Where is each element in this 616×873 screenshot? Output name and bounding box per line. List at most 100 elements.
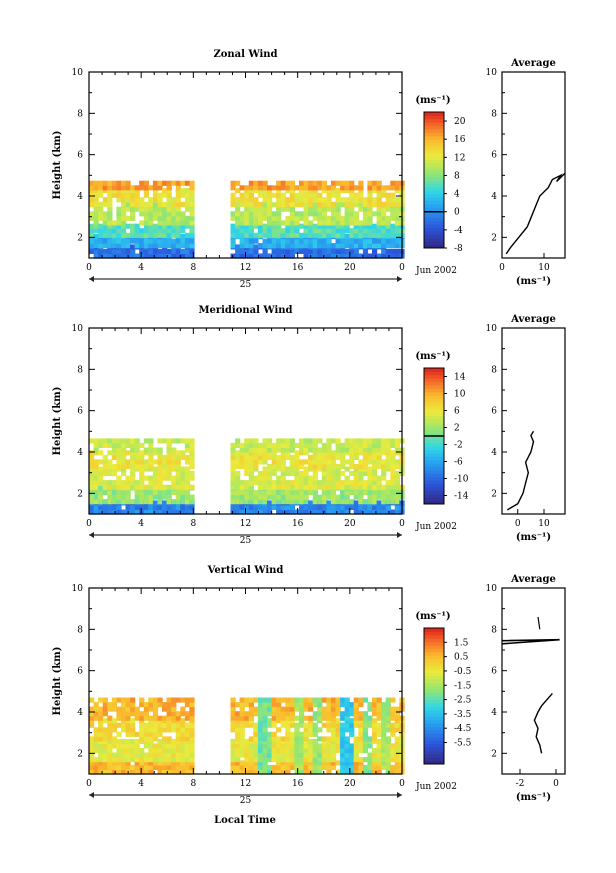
heatmap-cell <box>349 711 355 717</box>
heatmap-cell <box>376 490 382 496</box>
heatmap-cell <box>271 471 277 477</box>
heatmap-cell <box>121 480 127 486</box>
heatmap-cell <box>253 760 259 766</box>
heatmap-cell <box>121 484 127 490</box>
heatmap-cell <box>130 731 136 737</box>
heatmap-cell <box>390 228 396 234</box>
heatmap-cell <box>111 718 117 724</box>
heatmap-cell <box>171 738 177 744</box>
heatmap-cell <box>335 248 341 254</box>
heatmap-cell <box>189 459 195 465</box>
heatmap-cell <box>394 220 400 226</box>
colorbar-swatch <box>424 241 444 246</box>
heatmap-cell <box>152 706 159 712</box>
heatmap-cell <box>166 228 172 234</box>
panel-title: Meridional Wind <box>198 305 292 316</box>
heatmap-cell <box>184 752 191 758</box>
heatmap-cell <box>175 715 181 721</box>
heatmap-cell <box>276 228 282 234</box>
heatmap-cell <box>152 484 159 490</box>
colorbar-swatch <box>424 422 444 427</box>
heatmap-cell <box>139 464 145 470</box>
colorbar-swatch <box>424 224 444 229</box>
heatmap-cell <box>285 494 291 500</box>
heatmap-cell <box>162 211 168 217</box>
heatmap-cell <box>152 711 159 717</box>
profile-y-tick-label: 4 <box>491 708 497 718</box>
heatmap-cell <box>98 243 104 249</box>
heatmap-cell <box>152 504 159 510</box>
heatmap-cell <box>376 243 382 249</box>
heatmap-cell <box>289 459 295 465</box>
colorbar-swatch <box>424 665 444 670</box>
heatmap-cell <box>344 215 350 221</box>
x-tick-label: 20 <box>344 519 356 529</box>
heatmap-cell <box>289 702 295 708</box>
heatmap-cell <box>171 769 177 775</box>
heatmap-cell <box>330 220 337 226</box>
heatmap-cell <box>230 243 236 249</box>
heatmap-cell <box>385 192 391 198</box>
heatmap-cell <box>299 504 305 510</box>
heatmap-cell <box>235 180 241 186</box>
heatmap-cell <box>98 180 104 186</box>
colorbar-swatch <box>424 672 444 677</box>
y-tick-label: 2 <box>77 233 83 243</box>
heatmap-cell <box>134 480 140 486</box>
heatmap-cell <box>98 748 104 754</box>
heatmap-cell <box>349 180 355 186</box>
heatmap-cell <box>257 736 264 742</box>
heatmap-cell <box>294 197 300 203</box>
colorbar-swatch <box>424 648 444 653</box>
heatmap-cell <box>335 760 341 766</box>
heatmap-cell <box>157 464 163 470</box>
heatmap-cell <box>262 454 268 460</box>
heatmap-cell <box>162 475 168 481</box>
heatmap-cell <box>166 494 172 500</box>
heatmap-cell <box>308 211 314 217</box>
heatmap-cell <box>294 248 300 254</box>
heatmap-cell <box>294 471 300 477</box>
colorbar-swatch <box>424 129 444 133</box>
heatmap-cell <box>148 211 154 217</box>
profile-line <box>533 692 553 754</box>
heatmap-cell <box>189 471 195 477</box>
heatmap-cell <box>134 748 140 754</box>
heatmap-cell <box>125 499 131 505</box>
heatmap-cell <box>257 702 264 708</box>
heatmap-cell <box>93 223 99 229</box>
heatmap-cell <box>143 450 149 456</box>
heatmap-cell <box>121 223 127 229</box>
heatmap-cell <box>267 697 273 703</box>
colorbar-swatch <box>424 719 444 724</box>
heatmap-cell <box>248 454 254 460</box>
heatmap-cell <box>276 447 282 453</box>
heatmap-cell <box>376 480 382 486</box>
date-label: Jun 2002 <box>415 522 457 532</box>
heatmap-cell <box>317 201 323 207</box>
heatmap-cell <box>130 475 136 481</box>
heatmap-cell <box>299 509 305 515</box>
heatmap-cell <box>321 722 327 728</box>
heatmap-cell <box>93 211 99 217</box>
heatmap-cell <box>89 509 95 515</box>
heatmap-cell <box>102 454 108 460</box>
heatmap-cell <box>289 743 295 749</box>
heatmap-cell <box>102 442 108 448</box>
heatmap-cell <box>244 248 250 254</box>
heatmap-cell <box>280 201 286 207</box>
heatmap-cell <box>262 438 268 444</box>
heatmap-cell <box>390 757 396 763</box>
heatmap-cell <box>294 731 300 737</box>
heatmap-cell <box>143 243 149 249</box>
heatmap-cell <box>299 484 305 490</box>
heatmap-cell <box>189 201 195 207</box>
heatmap-cell <box>385 504 391 510</box>
heatmap-cell <box>349 718 355 724</box>
heatmap-cell <box>326 727 332 733</box>
heatmap-cell <box>312 475 318 481</box>
colorbar-tick-label: -10 <box>454 475 469 485</box>
heatmap-cell <box>257 442 264 448</box>
heatmap-cell <box>244 447 250 453</box>
heatmap-cell <box>376 769 382 775</box>
